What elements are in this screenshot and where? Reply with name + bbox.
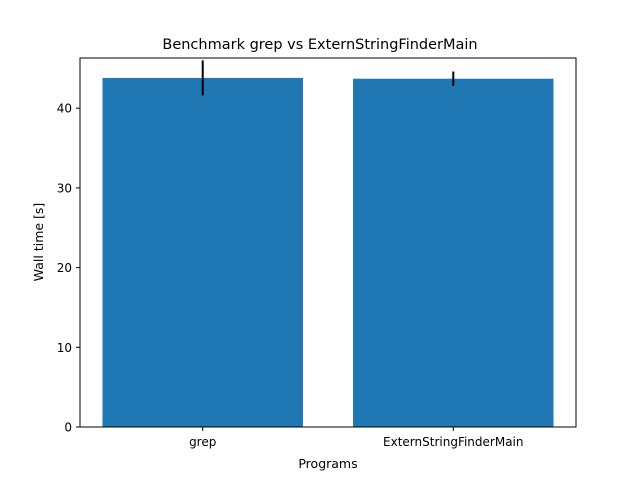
y-tick-label-0: 0 [64,421,72,435]
x-axis: grep ExternStringFinderMain [189,427,524,449]
y-tick-label-3: 30 [57,181,72,195]
y-axis: 0 10 20 30 40 [57,102,80,435]
y-tick-label-4: 40 [57,102,72,116]
y-tick-label-1: 10 [57,341,72,355]
y-axis-label: Wall time [s] [31,203,46,282]
x-tick-label-1: ExternStringFinderMain [383,435,523,449]
y-tick-label-2: 20 [57,261,72,275]
x-axis-label: Programs [298,456,357,471]
error-bars-group [201,60,455,96]
plot-frame [79,57,577,428]
bar-1 [353,78,554,428]
x-tick-label-0: grep [189,435,216,449]
bar-0 [102,77,303,427]
bars-group [102,77,554,428]
chart-title: Benchmark grep vs ExternStringFinderMain [162,37,477,53]
